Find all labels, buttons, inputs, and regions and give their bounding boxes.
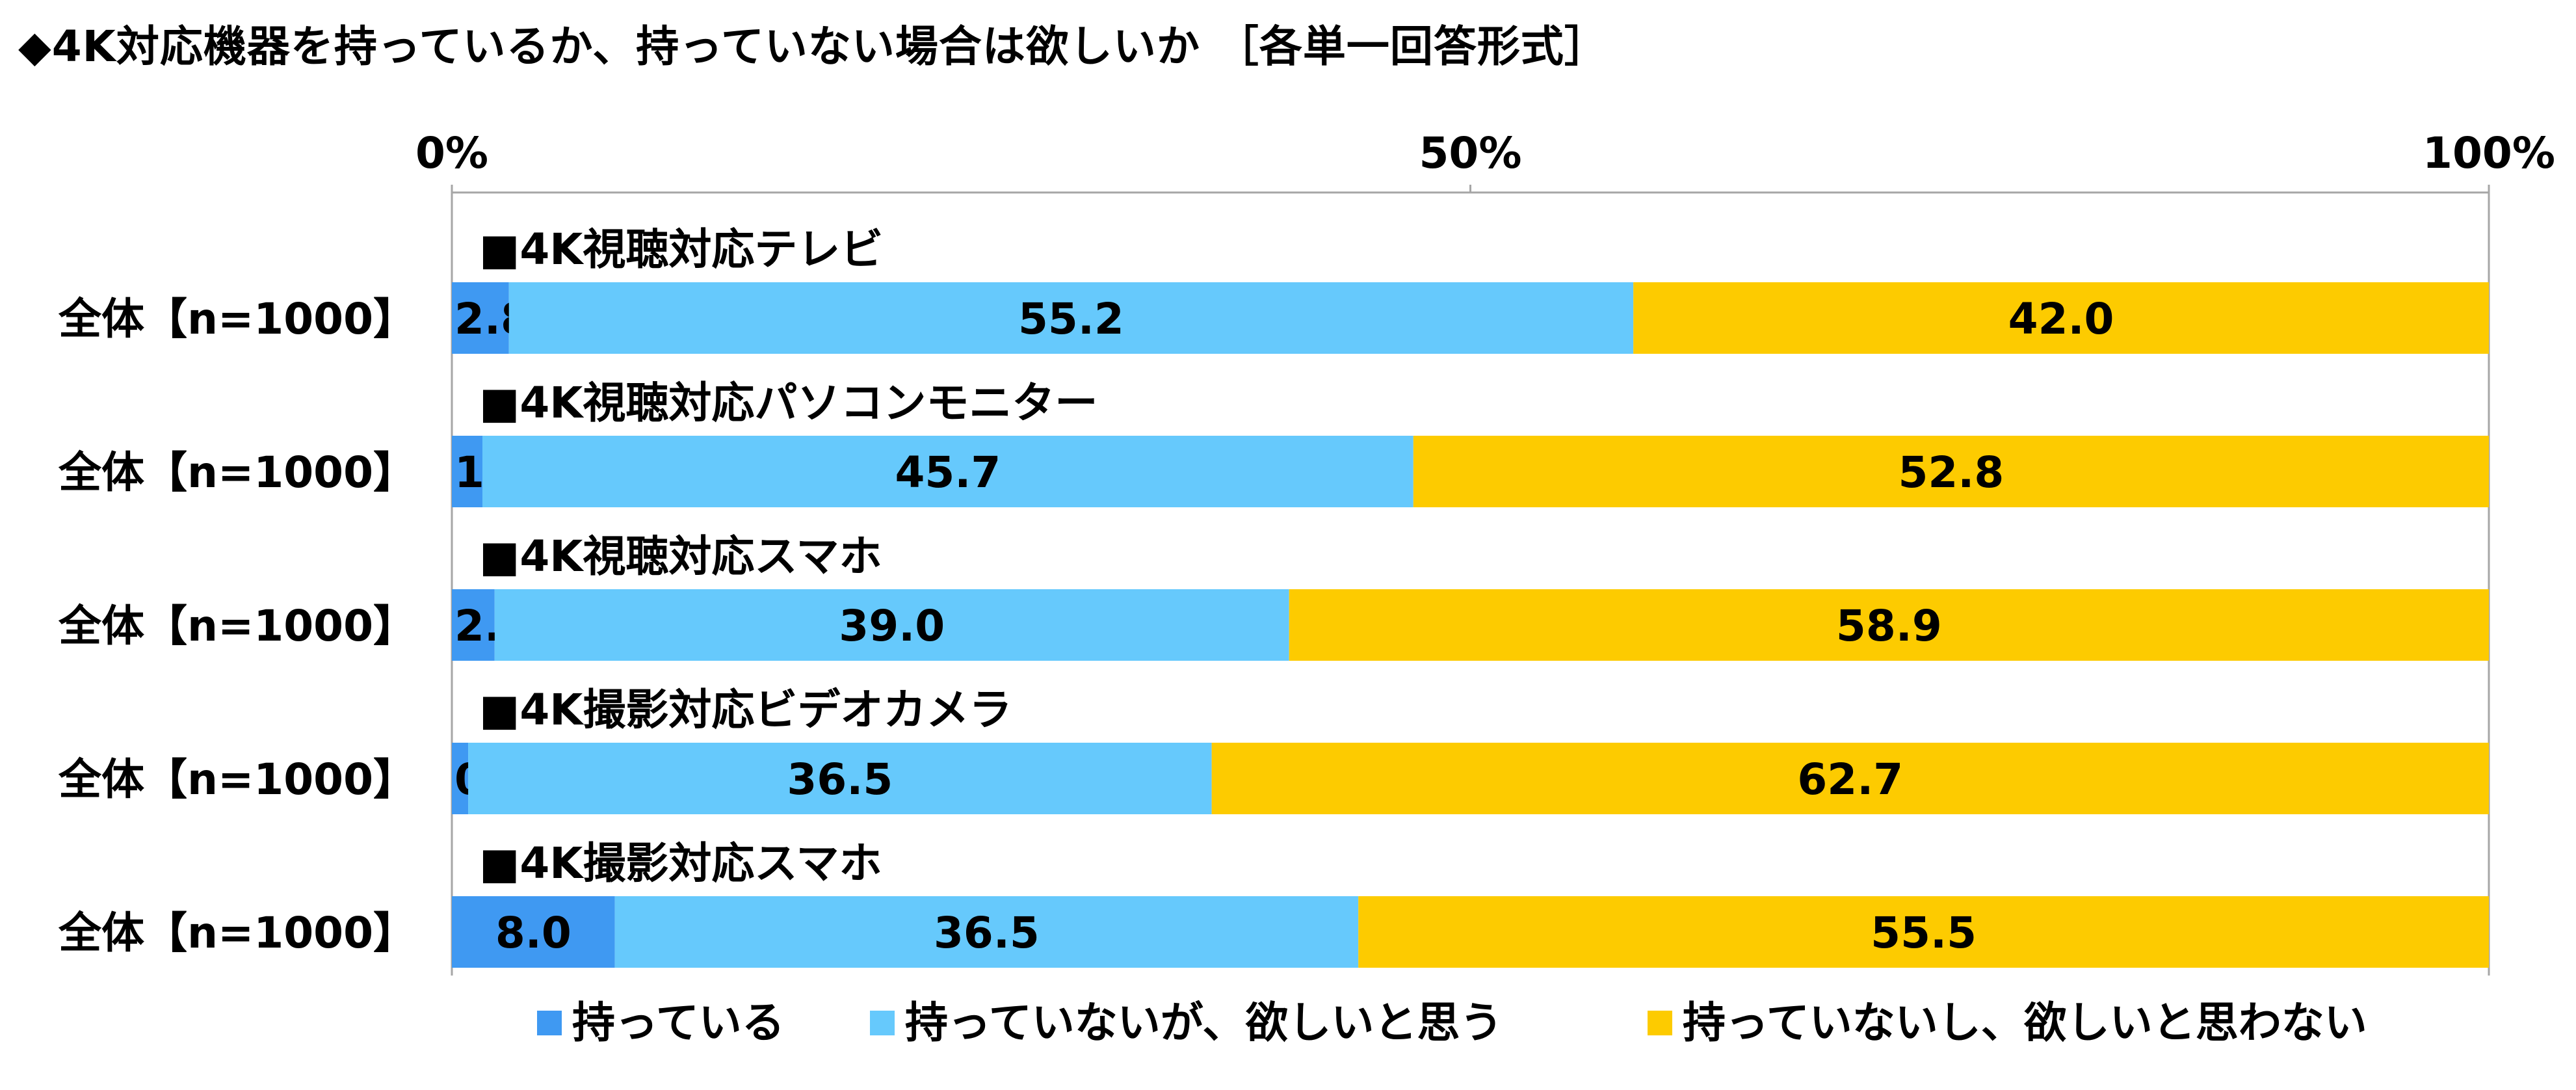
legend-label-owned: 持っている xyxy=(572,998,785,1048)
bar-segment xyxy=(508,282,1634,354)
bar-segment xyxy=(1211,743,2489,814)
chart-title: ◆4K対応機器を持っているか、持っていない場合は欲しいか ［各単一回答形式］ xyxy=(18,21,1608,72)
bar-segment xyxy=(468,743,1212,814)
bar-segment xyxy=(1289,589,2489,661)
legend-label-no-want: 持っていないし、欲しいと思わない xyxy=(1683,998,2367,1048)
category-label: 全体【n=1000】 xyxy=(58,601,416,651)
group-heading: ■4K撮影対応ビデオカメラ xyxy=(479,685,1012,735)
bar-segment xyxy=(452,743,469,814)
x-tick-label: 50% xyxy=(1419,128,1522,178)
bar-segment xyxy=(614,896,1359,968)
data-label: 55.2 xyxy=(1018,294,1124,344)
group-heading: ■4K視聴対応パソコンモニター xyxy=(479,378,1097,428)
data-label: 36.5 xyxy=(934,908,1040,958)
data-label: 36.5 xyxy=(787,754,893,804)
group-heading: ■4K視聴対応テレビ xyxy=(479,224,883,274)
legend: 持っている 持っていないが、欲しいと思う 持っていないし、欲しいと思わない xyxy=(0,989,2576,1054)
bar-segment xyxy=(1358,896,2489,968)
legend-label-want: 持っていないが、欲しいと思う xyxy=(905,998,1503,1048)
x-tick-label: 0% xyxy=(415,128,488,178)
bar-segment xyxy=(494,589,1289,661)
legend-item-no-want: 持っていないし、欲しいと思わない xyxy=(1648,1002,2367,1044)
data-label: 39.0 xyxy=(839,601,945,651)
data-label: 62.7 xyxy=(1797,754,1903,804)
category-label: 全体【n=1000】 xyxy=(58,447,416,498)
data-label: 42.0 xyxy=(2008,294,2114,344)
bar-segment xyxy=(452,282,509,354)
category-label: 全体【n=1000】 xyxy=(58,754,416,804)
legend-swatch-owned xyxy=(537,1011,562,1035)
group-heading: ■4K視聴対応スマホ xyxy=(479,531,882,581)
category-label: 全体【n=1000】 xyxy=(58,908,416,958)
legend-swatch-want xyxy=(870,1011,895,1035)
data-label: 8.0 xyxy=(495,908,572,958)
legend-item-want: 持っていないが、欲しいと思う xyxy=(870,1002,1503,1044)
category-label: 全体【n=1000】 xyxy=(58,294,416,344)
x-tick-label: 100% xyxy=(2423,128,2555,178)
data-label: 55.5 xyxy=(1871,908,1977,958)
bar-segment xyxy=(452,589,495,661)
legend-swatch-no-want xyxy=(1648,1011,1672,1035)
bar-segment xyxy=(1413,436,2489,507)
bar-segment xyxy=(482,436,1413,507)
bar-segment xyxy=(1633,282,2489,354)
data-label: 58.9 xyxy=(1836,601,1942,651)
data-label: 52.8 xyxy=(1898,447,2004,498)
data-label: 45.7 xyxy=(895,447,1001,498)
group-heading: ■4K撮影対応スマホ xyxy=(479,838,882,888)
bar-segment xyxy=(452,896,615,968)
legend-item-owned: 持っている xyxy=(537,1002,785,1044)
bar-segment xyxy=(452,436,482,507)
